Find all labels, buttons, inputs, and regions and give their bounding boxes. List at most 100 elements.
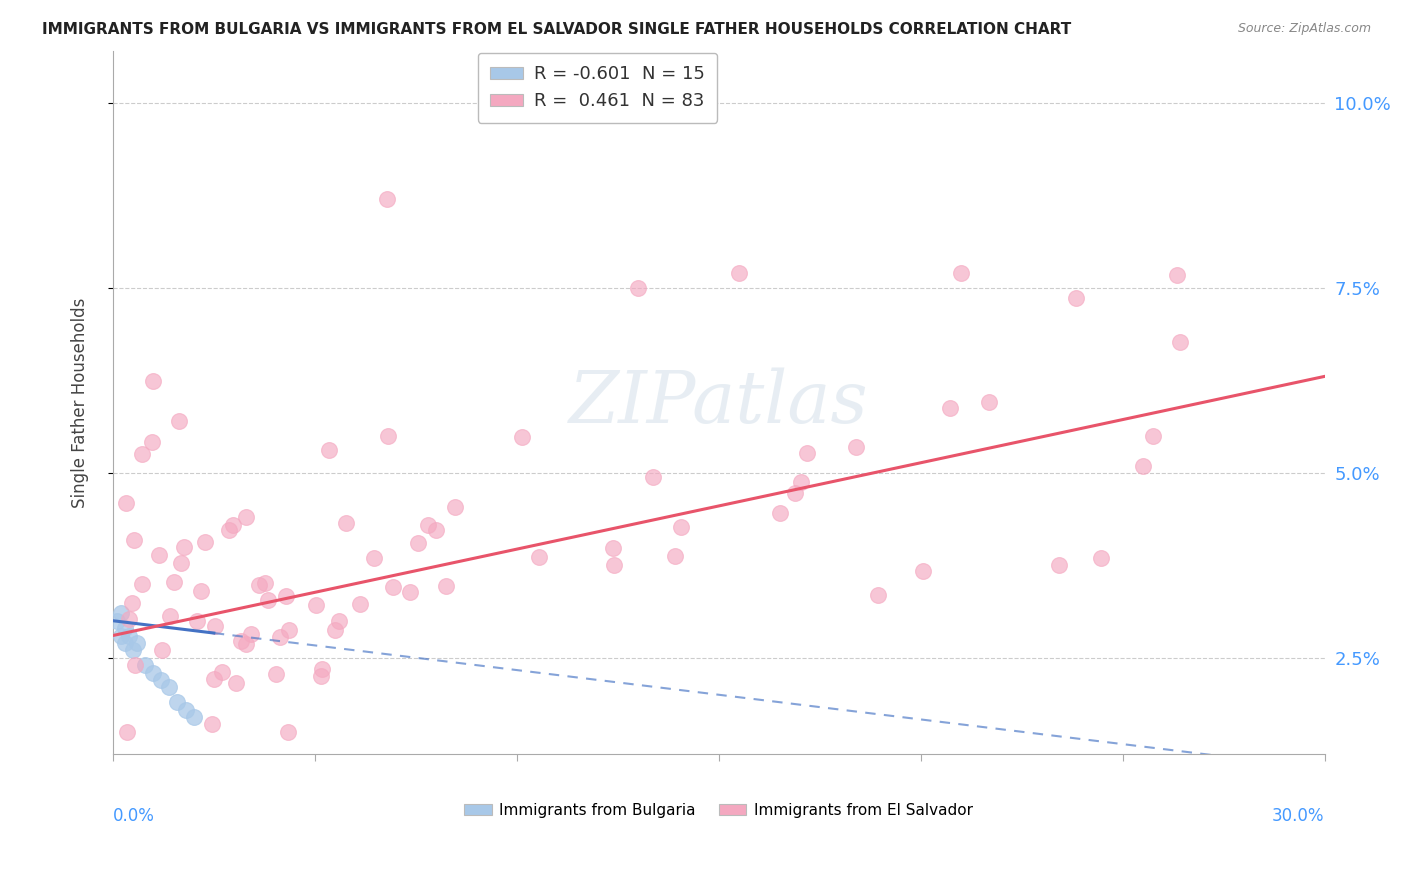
Point [190, 584, 212, 599]
Text: ZIPatlas: ZIPatlas [569, 367, 869, 438]
Point [148, 548, 170, 562]
Point [977, 395, 1000, 409]
Point [122, 533, 145, 548]
Point [627, 280, 650, 294]
Point [305, 598, 328, 612]
Text: Source: ZipAtlas.com: Source: ZipAtlas.com [1237, 22, 1371, 36]
Point [115, 496, 138, 510]
Point [1168, 334, 1191, 349]
Point [664, 549, 686, 563]
Point [1142, 429, 1164, 443]
Point [1064, 291, 1087, 305]
Point [231, 634, 253, 648]
Point [122, 643, 145, 657]
Point [783, 486, 806, 500]
Point [602, 541, 624, 555]
Point [183, 710, 205, 724]
Point [110, 607, 132, 621]
Point [377, 428, 399, 442]
Point [235, 637, 257, 651]
Point [201, 717, 224, 731]
Point [110, 628, 132, 642]
Point [1090, 551, 1112, 566]
Point [134, 658, 156, 673]
Text: 30.0%: 30.0% [1272, 806, 1324, 825]
Point [194, 534, 217, 549]
Point [950, 266, 973, 280]
Point [105, 614, 128, 628]
Point [398, 585, 420, 599]
Point [323, 624, 346, 638]
Point [868, 588, 890, 602]
Point [124, 658, 146, 673]
Point [408, 536, 430, 550]
Point [159, 608, 181, 623]
Point [118, 612, 141, 626]
Point [425, 523, 447, 537]
Point [416, 517, 439, 532]
Point [142, 665, 165, 680]
Point [318, 442, 340, 457]
Point [174, 702, 197, 716]
Point [277, 724, 299, 739]
Point [363, 551, 385, 566]
Point [150, 642, 173, 657]
Point [603, 558, 626, 573]
Point [157, 681, 180, 695]
Point [222, 517, 245, 532]
Point [167, 414, 190, 428]
Point [114, 621, 136, 635]
Point [444, 500, 467, 514]
Point [269, 630, 291, 644]
Point [121, 596, 143, 610]
Point [114, 636, 136, 650]
Point [349, 597, 371, 611]
Point [141, 374, 163, 388]
Point [235, 510, 257, 524]
Point [434, 579, 457, 593]
Point [671, 520, 693, 534]
Point [274, 589, 297, 603]
Point [796, 445, 818, 459]
Point [790, 475, 813, 490]
Point [163, 575, 186, 590]
Point [728, 266, 751, 280]
Point [118, 628, 141, 642]
Point [254, 576, 277, 591]
Point [115, 724, 138, 739]
Point [335, 516, 357, 530]
Point [166, 695, 188, 709]
Point [643, 470, 665, 484]
Text: IMMIGRANTS FROM BULGARIA VS IMMIGRANTS FROM EL SALVADOR SINGLE FATHER HOUSEHOLDS: IMMIGRANTS FROM BULGARIA VS IMMIGRANTS F… [42, 22, 1071, 37]
Point [912, 564, 935, 578]
Point [225, 676, 247, 690]
Point [939, 401, 962, 415]
Point [247, 578, 270, 592]
Point [309, 668, 332, 682]
Point [311, 662, 333, 676]
Point [1166, 268, 1188, 282]
Point [239, 627, 262, 641]
Y-axis label: Single Father Households: Single Father Households [72, 297, 89, 508]
Point [328, 614, 350, 628]
Point [131, 576, 153, 591]
Legend: Immigrants from Bulgaria, Immigrants from El Salvador: Immigrants from Bulgaria, Immigrants fro… [458, 797, 979, 823]
Point [264, 666, 287, 681]
Point [1132, 459, 1154, 474]
Point [173, 540, 195, 554]
Point [218, 523, 240, 537]
Point [211, 665, 233, 680]
Point [845, 440, 868, 454]
Point [150, 673, 173, 687]
Point [382, 580, 405, 594]
Point [768, 506, 790, 520]
Text: 0.0%: 0.0% [112, 806, 155, 825]
Point [186, 614, 208, 628]
Point [277, 623, 299, 637]
Point [202, 672, 225, 686]
Point [125, 636, 148, 650]
Point [170, 556, 193, 570]
Point [141, 434, 163, 449]
Point [204, 619, 226, 633]
Point [257, 593, 280, 607]
